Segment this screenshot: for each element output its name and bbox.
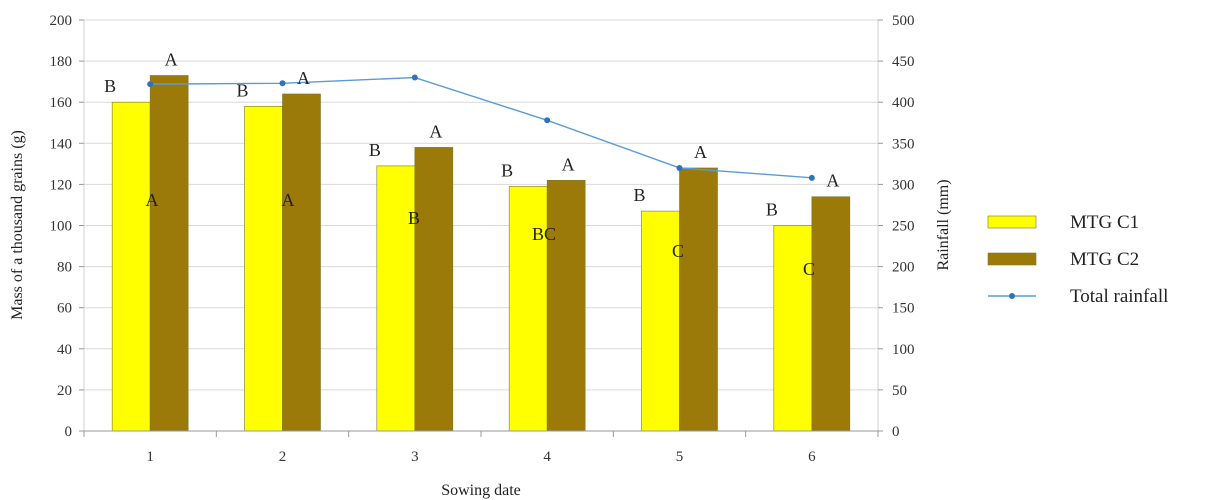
y2-tick-label: 200 (892, 260, 915, 276)
bar-top-letter: B (236, 80, 248, 100)
legend-label: Total rainfall (1070, 286, 1168, 307)
x-tick-label: 6 (808, 449, 816, 465)
bar-mtg-c2 (811, 196, 851, 432)
group-letter: A (282, 190, 295, 210)
y-tick-label: 60 (57, 301, 72, 317)
x-axis-ticks: 1 2 3 4 5 6 (83, 430, 879, 465)
bar-mtg-c2 (546, 179, 586, 432)
rainfall-line (147, 74, 815, 181)
group-letter: C (672, 241, 684, 261)
legend-swatch-mtg-c2 (987, 252, 1037, 266)
bar-top-letter: A (165, 49, 178, 69)
y-tick-label: 0 (65, 424, 73, 440)
bar-mtg-c2 (282, 93, 321, 432)
y-tick-label: 180 (50, 54, 73, 70)
bar-mtg-c1 (244, 106, 283, 432)
bar-top-letter: B (766, 200, 778, 220)
bar-top-letter: A (826, 171, 839, 191)
significance-letters: B B B B B B A A A A A A A A B BC C C (104, 49, 839, 279)
bar-mtg-c1 (376, 165, 416, 432)
legend: MTG C1 MTG C2 Total rainfall (987, 212, 1168, 307)
y2-axis-title: Rainfall (mm) (935, 179, 952, 270)
bar-top-letter: B (369, 140, 381, 160)
rainfall-point (147, 81, 154, 88)
rainfall-point (411, 74, 418, 81)
legend-label: MTG C1 (1070, 212, 1139, 233)
rainfall-line-path (150, 76, 812, 179)
rainfall-point (279, 80, 286, 87)
x-tick-label: 4 (543, 449, 551, 465)
y-tick-label: 100 (50, 219, 73, 235)
bar-mtg-c2 (149, 75, 189, 432)
y2-axis-ticks: 0 50 100 150 200 250 300 350 400 450 500 (878, 13, 915, 440)
x-tick-label: 2 (279, 449, 287, 465)
bar-mtg-c2 (679, 167, 718, 432)
bar-mtg-c1 (508, 186, 548, 432)
y2-tick-label: 0 (892, 424, 900, 440)
x-tick-label: 1 (146, 449, 154, 465)
y-tick-label: 200 (50, 13, 73, 29)
bar-top-letter: A (429, 121, 442, 141)
bar-top-letter: B (104, 76, 116, 96)
y2-tick-label: 50 (892, 383, 907, 399)
group-letter: C (803, 259, 815, 279)
y2-tick-label: 300 (892, 177, 915, 193)
legend-label: MTG C2 (1070, 249, 1139, 270)
bar-top-letter: A (562, 154, 575, 174)
bar-mtg-c1 (773, 225, 813, 432)
rainfall-point (544, 117, 551, 124)
y-tick-label: 120 (50, 177, 73, 193)
bar-top-letter: A (297, 68, 310, 88)
y2-tick-label: 250 (892, 219, 915, 235)
group-letter: BC (532, 224, 556, 244)
legend-marker (1009, 293, 1015, 299)
group-letter: B (408, 208, 420, 228)
rainfall-point (808, 174, 815, 181)
group-letter: A (146, 190, 159, 210)
bar-top-letter: B (501, 160, 513, 180)
x-axis-title: Sowing date (441, 482, 521, 499)
y-tick-label: 80 (57, 260, 72, 276)
y2-tick-label: 450 (892, 54, 915, 70)
y2-tick-label: 500 (892, 13, 915, 29)
bar-mtg-c1 (641, 210, 680, 432)
y2-tick-label: 150 (892, 301, 915, 317)
y-tick-label: 20 (57, 383, 72, 399)
y-tick-label: 140 (50, 136, 73, 152)
legend-swatch-mtg-c1 (987, 215, 1037, 229)
y-axis-ticks: 0 20 40 60 80 100 120 140 160 180 200 (50, 13, 84, 440)
y2-tick-label: 350 (892, 136, 915, 152)
bars (111, 75, 851, 432)
bar-top-letter: A (694, 142, 707, 162)
y-tick-label: 40 (57, 342, 72, 358)
y2-tick-label: 100 (892, 342, 915, 358)
bar-mtg-c1 (111, 101, 151, 432)
x-tick-label: 5 (676, 449, 684, 465)
bar-top-letter: B (633, 185, 645, 205)
rainfall-point (676, 164, 683, 171)
y2-tick-label: 400 (892, 95, 915, 111)
y-tick-label: 160 (50, 95, 73, 111)
bar-mtg-c2 (414, 147, 454, 432)
y-axis-title: Mass of a thousand grains (g) (9, 130, 26, 320)
x-tick-label: 3 (411, 449, 419, 465)
